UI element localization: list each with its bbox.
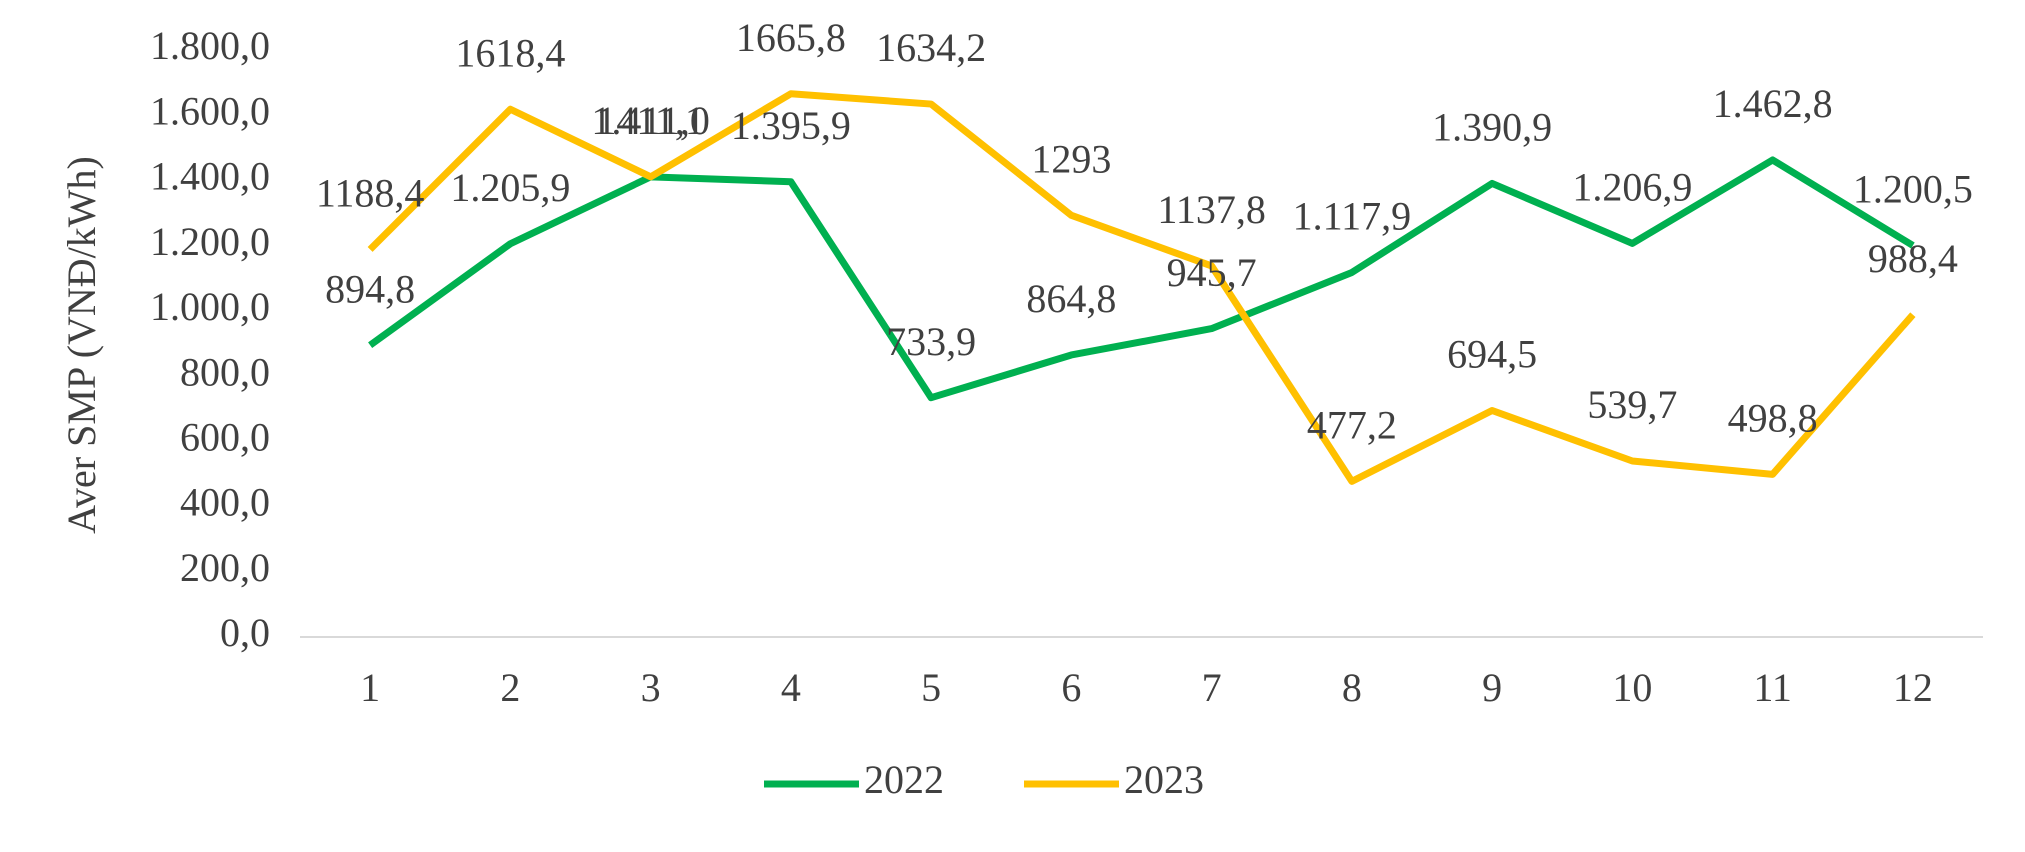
x-tick-label: 2 — [500, 665, 520, 710]
x-tick-label: 12 — [1893, 665, 1933, 710]
data-label: 864,8 — [1026, 276, 1116, 321]
data-label: 1188,4 — [316, 171, 425, 216]
data-label: 988,4 — [1868, 236, 1958, 281]
data-label: 1618,4 — [455, 30, 565, 75]
series-line — [367, 90, 1916, 485]
data-label: 1137,8 — [1157, 187, 1266, 232]
data-label: 1.205,9 — [450, 165, 570, 210]
data-label: 498,8 — [1728, 396, 1818, 441]
y-tick-label: 1.000,0 — [150, 284, 270, 329]
x-tick-label: 1 — [360, 665, 380, 710]
x-tick-label: 11 — [1753, 665, 1792, 710]
data-label: 1.395,9 — [731, 103, 851, 148]
y-tick-label: 1.400,0 — [150, 154, 270, 199]
y-tick-label: 1.800,0 — [150, 23, 270, 68]
data-label: 539,7 — [1587, 382, 1677, 427]
series-line — [368, 156, 1915, 402]
x-tick-label: 3 — [641, 665, 661, 710]
data-label: 694,5 — [1447, 332, 1537, 377]
legend-label: 2022 — [864, 757, 944, 802]
y-tick-label: 0,0 — [220, 610, 270, 655]
data-label: 945,7 — [1167, 250, 1257, 295]
data-label: 1.117,9 — [1293, 194, 1412, 239]
x-tick-label: 6 — [1061, 665, 1081, 710]
data-label: 1.411,0 — [591, 98, 710, 143]
data-label: 1.200,5 — [1853, 167, 1973, 212]
data-label: 1.462,8 — [1713, 81, 1833, 126]
y-tick-label: 1.600,0 — [150, 88, 270, 133]
data-label: 1.206,9 — [1572, 165, 1692, 210]
y-tick-label: 1.200,0 — [150, 219, 270, 264]
y-tick-label: 400,0 — [180, 480, 270, 525]
data-label: 1293 — [1031, 137, 1111, 182]
x-tick-label: 5 — [921, 665, 941, 710]
y-tick-label: 800,0 — [180, 349, 270, 394]
data-label: 1665,8 — [736, 15, 846, 60]
x-tick-label: 10 — [1612, 665, 1652, 710]
x-tick-label: 7 — [1202, 665, 1222, 710]
x-tick-label: 4 — [781, 665, 801, 710]
x-tick-label: 8 — [1342, 665, 1362, 710]
y-tick-label: 600,0 — [180, 415, 270, 460]
y-tick-label: 200,0 — [180, 545, 270, 590]
data-label: 1634,2 — [876, 25, 986, 70]
x-tick-label: 9 — [1482, 665, 1502, 710]
data-label: 733,9 — [886, 319, 976, 364]
data-label: 1.390,9 — [1432, 105, 1552, 150]
legend-label: 2023 — [1124, 757, 1204, 802]
y-axis-label: Aver SMP (VNĐ/kWh) — [59, 156, 104, 534]
data-label: 477,2 — [1307, 403, 1397, 448]
data-label: 1411,1 — [596, 98, 705, 143]
data-label: 894,8 — [325, 266, 415, 311]
